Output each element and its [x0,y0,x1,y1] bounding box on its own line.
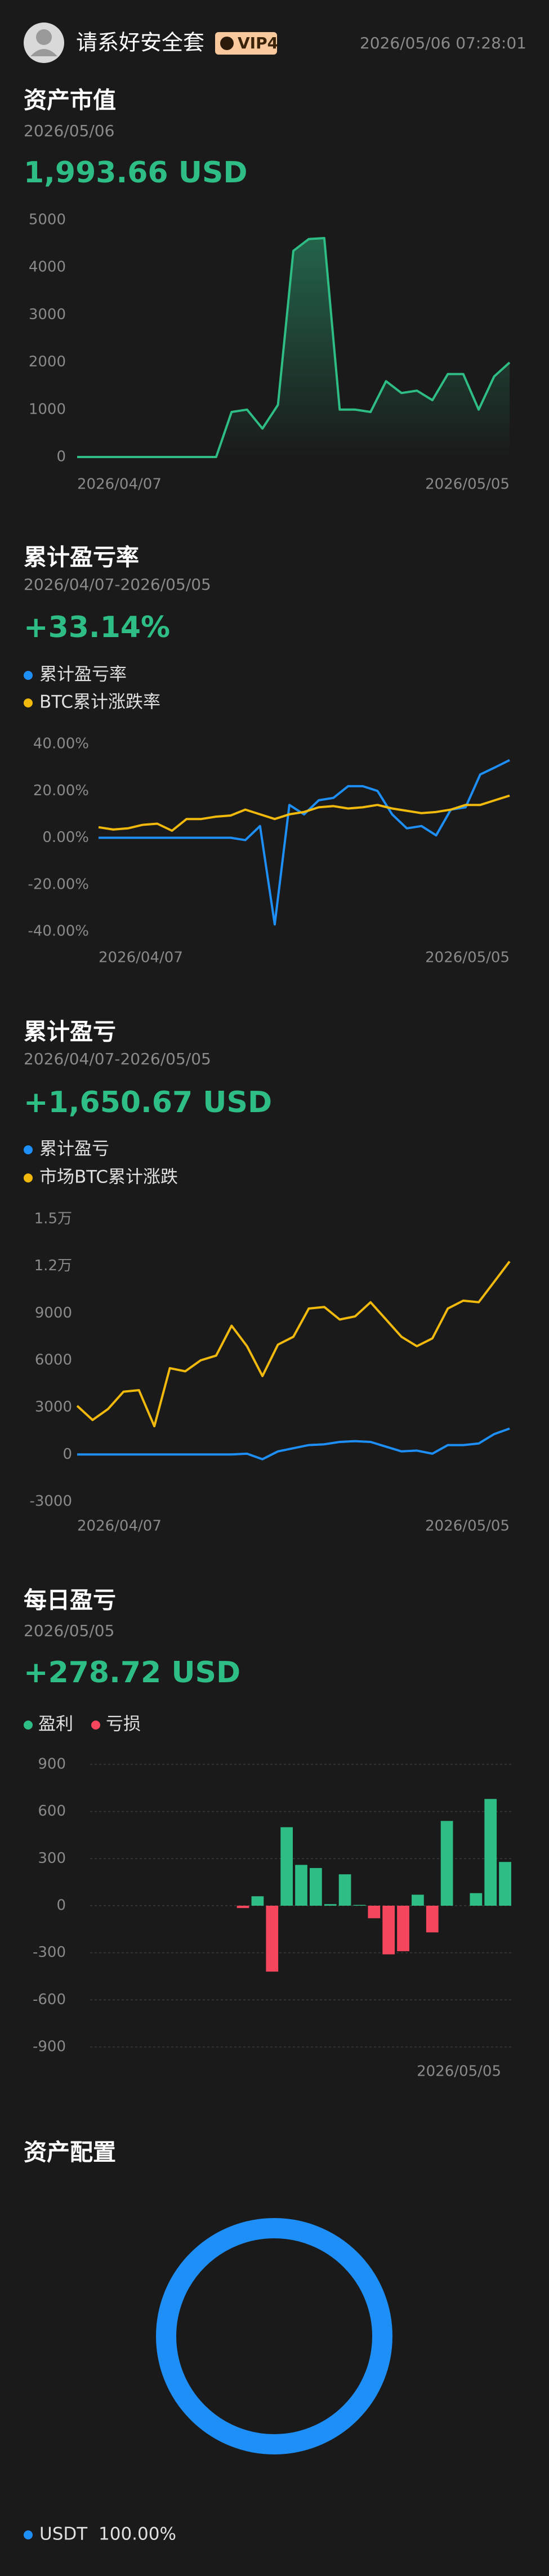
datetime: 2026/05/06 07:28:01 [360,34,526,52]
y-tick-label: 3000 [35,1399,72,1415]
bar [295,1865,307,1906]
y-tick-label: -600 [33,1991,66,2008]
y-tick-label: 300 [38,1850,66,1867]
legend-label: 累计盈亏 [39,1139,109,1159]
bar [426,1906,439,1933]
line [76,1261,511,1428]
bar [353,1905,366,1906]
avatar-head [36,29,52,45]
x-tick-label: 2026/05/05 [425,949,510,966]
line [98,794,510,832]
x-tick-label: 2026/04/07 [99,949,183,966]
legend-dot [91,1721,100,1730]
y-tick-label: 1000 [29,401,66,418]
section-title: 每日盈亏 [24,1587,116,1614]
legend-label: 盈利 [38,1714,73,1735]
bar [397,1906,409,1951]
legend-value: 100.00% [99,2524,176,2544]
section-subtitle: 2026/04/07-2026/05/05 [24,1050,211,1068]
bar [412,1894,424,1906]
legend-label: BTC累计涨跌率 [39,692,160,713]
y-tick-label: -3000 [29,1493,72,1510]
legend-label: 市场BTC累计涨跌 [39,1167,178,1188]
bar [338,1874,351,1906]
vip-icon [220,37,234,50]
section-title: 资产配置 [24,2139,116,2166]
section-title: 资产市值 [24,87,116,114]
section-subtitle: 2026/05/06 [24,122,114,140]
avatar-body [30,49,57,56]
section-subtitle: 2026/05/05 [24,1621,114,1640]
y-tick-label: 0 [63,1446,72,1463]
section-title: 累计盈亏 [24,1018,116,1045]
headline-value: +278.72 USD [24,1656,240,1690]
bar [266,1906,279,1972]
bar [484,1799,497,1906]
headline-value: 1,993.66 USD [24,156,248,190]
legend-dot [24,1173,33,1182]
y-tick-label: 6000 [35,1352,72,1369]
x-tick-label: 2026/05/05 [425,1518,510,1535]
avatar[interactable] [24,23,64,63]
bar [280,1827,293,1906]
bar [324,1904,337,1906]
bar [310,1868,322,1906]
headline-value: +33.14% [24,611,170,644]
y-tick-label: 0 [56,449,66,465]
y-tick-label: 3000 [29,306,66,323]
area-fill [77,238,510,457]
headline-value: +1,650.67 USD [24,1086,272,1119]
bar [382,1906,395,1955]
section-subtitle: 2026/04/07-2026/05/05 [24,575,211,594]
y-tick-label: -20.00% [28,876,89,893]
username: 请系好安全套 [76,30,204,55]
bar [251,1896,264,1906]
legend-label: 亏损 [106,1714,141,1735]
line [77,1427,510,1461]
line [77,237,511,458]
bar [236,1906,249,1909]
y-tick-label: -40.00% [28,923,89,940]
y-tick-label: 4000 [29,259,66,276]
donut-segment [156,2218,392,2454]
y-tick-label: 40.00% [33,736,89,752]
bar [440,1821,453,1906]
y-tick-label: 600 [38,1803,66,1820]
x-tick-label: 2026/04/07 [77,476,162,493]
x-tick-label: 2026/05/05 [425,476,510,493]
y-tick-label: 0 [56,1897,66,1914]
line [99,759,510,926]
legend-dot [24,2530,33,2539]
vip-label: VIP4 [238,34,278,52]
bar [368,1906,381,1919]
y-tick-label: 9000 [35,1305,72,1321]
legend-dot [24,1721,33,1730]
legend-label: 累计盈亏率 [39,665,127,685]
y-tick-label: 20.00% [33,782,89,799]
y-tick-label: 2000 [29,353,66,370]
x-tick-label: 2026/05/05 [417,2063,501,2080]
y-tick-label: 1.2万 [34,1257,72,1274]
legend-dot [24,671,33,680]
legend-label: USDT [39,2524,88,2544]
bar [470,1893,483,1906]
y-tick-label: -900 [33,2039,66,2055]
bar [499,1862,511,1906]
y-tick-label: -300 [33,1944,66,1961]
legend-dot [24,1145,33,1154]
legend-dot [24,698,33,707]
y-tick-label: 900 [38,1756,66,1773]
y-tick-label: 5000 [29,212,66,229]
x-tick-label: 2026/04/07 [77,1518,162,1535]
y-tick-label: 0.00% [42,829,89,846]
y-tick-label: 1.5万 [34,1211,72,1227]
section-title: 累计盈亏率 [24,544,139,571]
